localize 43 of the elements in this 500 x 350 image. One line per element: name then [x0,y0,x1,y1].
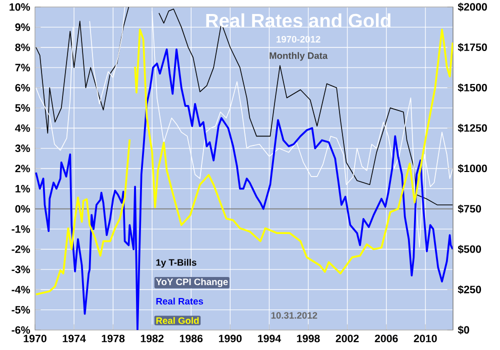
x-tick-label: 2006 [374,334,398,342]
y-tick-label: 10% [10,3,30,11]
y-tick-label: 7% [15,64,30,72]
y-tick-label: 3% [15,144,30,152]
y-tick-label: -6% [12,326,30,334]
text: Real Gold [156,317,199,324]
y-tick-label: 2% [15,164,30,172]
y-tick-label: 5% [15,104,30,112]
y2-tick-label: $2000 [458,2,487,12]
y-tick-label: 9% [15,23,30,31]
y-tick-label: -2% [12,245,30,254]
y-tick-label: -5% [12,306,30,314]
x-tick-label: 1990 [218,334,242,342]
y-tick-label: 0% [15,205,30,213]
x-tick-label: 2010 [414,334,437,342]
x-tick-label: 1970 [24,334,46,342]
y2-tick-label: $250 [458,285,482,294]
y-tick-label: -4% [12,286,30,294]
y2-tick-label: $1500 [458,83,487,92]
x-tick-label: 1974 [62,334,86,342]
y2-tick-label: $0 [458,326,470,334]
y-tick-label: -3% [12,266,30,274]
x-tick-label: 2002 [336,334,359,342]
y-tick-label: -1% [12,225,30,233]
x-tick-label: 1982 [140,334,164,342]
x-tick-label: 1998 [297,334,320,342]
y2-tick-label: $500 [458,244,482,254]
y-tick-label: 8% [15,44,30,52]
text: 1y T-Bills [156,258,196,268]
annotation: 10.31.2012 [271,312,318,319]
y-tick-label: 4% [15,124,30,132]
y2-tick-label: $1000 [458,164,487,173]
x-tick-label: 1978 [102,334,125,342]
y2-tick-label: $750 [458,204,482,214]
annotation: Monthly Data [270,52,328,61]
y2-tick-label: $1250 [458,124,487,132]
text: YoY CPI Change [156,278,228,288]
x-tick-label: 1986 [180,334,203,342]
x-tick-label: 1994 [258,334,282,342]
y-tick-label: 1% [16,184,30,192]
y-tick-label: 6% [15,84,30,92]
series-label: Real Rates [156,298,204,305]
y2-tick-label: $1750 [458,43,487,52]
